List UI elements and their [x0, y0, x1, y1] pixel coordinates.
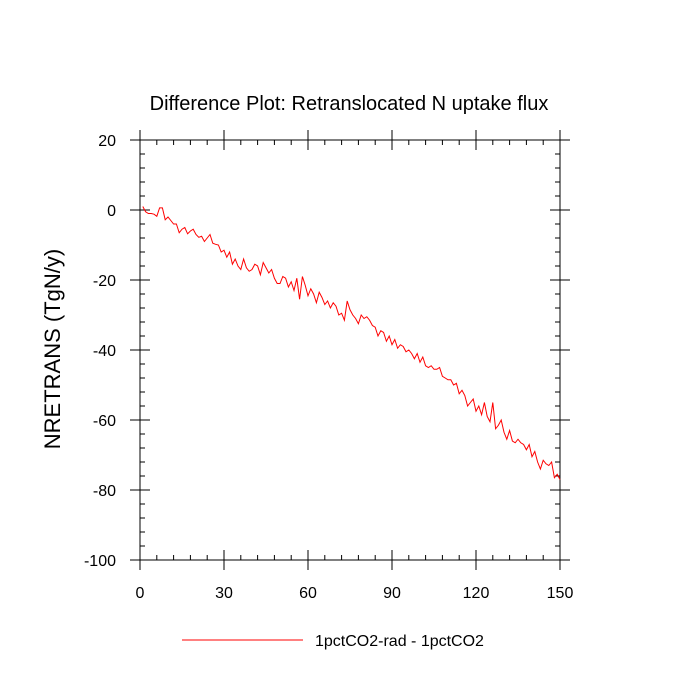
y-tick-label: -100: [84, 553, 116, 570]
x-tick-label: 30: [215, 585, 233, 602]
tick-labels: 0 30 60 90 120 150 20 0 -20 -40 -60 -80 -100: [84, 133, 573, 602]
chart-title: Difference Plot: Retranslocated N uptake…: [150, 93, 549, 115]
x-tick-label: 0: [136, 585, 145, 602]
y-tick-label: -60: [93, 413, 116, 430]
legend: 1pctCO2-rad - 1pctCO2: [182, 633, 484, 650]
y-axis-label: NRETRANS (TgN/y): [40, 249, 65, 449]
y-tick-label: 20: [98, 133, 116, 150]
x-tick-label: 150: [547, 585, 574, 602]
plot-frame: [139, 139, 561, 561]
legend-label: 1pctCO2-rad - 1pctCO2: [315, 633, 484, 650]
x-tick-label: 60: [299, 585, 317, 602]
y-tick-label: -20: [93, 273, 116, 290]
y-tick-label: -40: [93, 343, 116, 360]
x-tick-label: 120: [463, 585, 490, 602]
x-tick-label: 90: [383, 585, 401, 602]
y-tick-label: -80: [93, 483, 116, 500]
y-tick-label: 0: [107, 203, 116, 220]
series-line: [142, 206, 561, 480]
axis-ticks: [130, 130, 570, 570]
